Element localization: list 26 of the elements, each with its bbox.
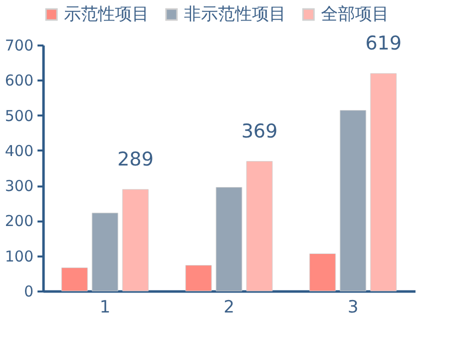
y-tick-label: 0 [24,282,34,300]
bar [309,254,336,292]
data-label: 619 [365,32,402,54]
x-tick-label: 2 [224,298,234,318]
y-tick-label: 300 [4,177,34,196]
y-tick-label: 400 [4,142,34,160]
y-tick-label: 100 [4,247,34,266]
data-label: 289 [117,148,154,170]
bar [370,73,397,292]
bar [61,268,88,292]
data-label: 369 [241,120,278,142]
y-tick-label: 500 [4,106,34,125]
legend-label: 示范性项目 [64,4,149,25]
bar [92,212,118,292]
bar [122,189,149,292]
x-tick-label: 1 [100,298,110,318]
legend-label: 非示范性项目 [184,4,286,25]
bar [340,110,366,292]
bar [246,161,273,292]
bar [216,187,242,292]
y-tick-label: 700 [4,36,34,54]
bar [185,265,212,292]
y-tick-label: 600 [4,72,34,90]
x-tick-label: 3 [348,298,358,318]
legend-label: 全部项目 [321,4,389,25]
y-tick-label: 200 [4,212,34,230]
